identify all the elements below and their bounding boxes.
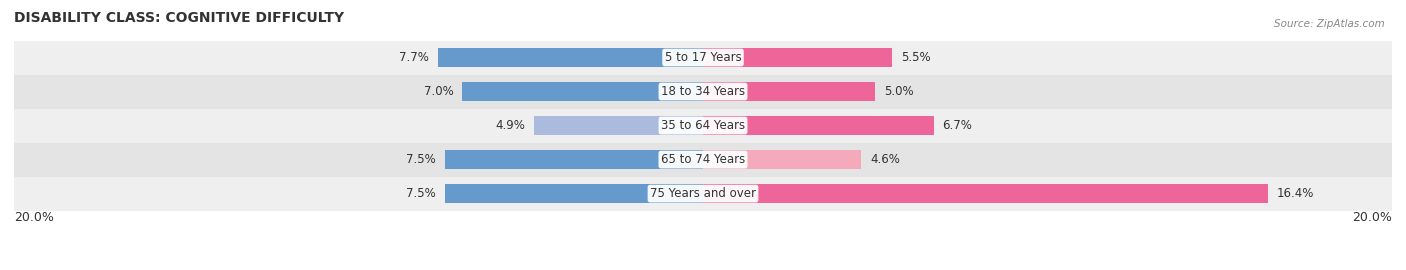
- Bar: [14, 75, 1392, 109]
- Text: 7.7%: 7.7%: [399, 51, 429, 64]
- Bar: [14, 40, 1392, 75]
- Bar: [703, 150, 862, 169]
- Text: 18 to 34 Years: 18 to 34 Years: [661, 85, 745, 98]
- Bar: [461, 82, 703, 101]
- Bar: [444, 150, 703, 169]
- Text: 75 Years and over: 75 Years and over: [650, 187, 756, 200]
- Text: 20.0%: 20.0%: [1353, 211, 1392, 224]
- Text: 20.0%: 20.0%: [14, 211, 53, 224]
- Text: 5 to 17 Years: 5 to 17 Years: [665, 51, 741, 64]
- Text: Source: ZipAtlas.com: Source: ZipAtlas.com: [1274, 19, 1385, 29]
- Text: 65 to 74 Years: 65 to 74 Years: [661, 153, 745, 166]
- Bar: [703, 116, 934, 135]
- Text: 7.0%: 7.0%: [423, 85, 453, 98]
- Text: 35 to 64 Years: 35 to 64 Years: [661, 119, 745, 132]
- Bar: [14, 109, 1392, 143]
- Text: 7.5%: 7.5%: [406, 153, 436, 166]
- Bar: [703, 82, 875, 101]
- Text: 6.7%: 6.7%: [942, 119, 973, 132]
- Bar: [14, 177, 1392, 211]
- Text: DISABILITY CLASS: COGNITIVE DIFFICULTY: DISABILITY CLASS: COGNITIVE DIFFICULTY: [14, 11, 344, 25]
- Text: 5.0%: 5.0%: [884, 85, 914, 98]
- Text: 7.5%: 7.5%: [406, 187, 436, 200]
- Text: 16.4%: 16.4%: [1277, 187, 1315, 200]
- Bar: [534, 116, 703, 135]
- Text: 5.5%: 5.5%: [901, 51, 931, 64]
- Bar: [437, 48, 703, 67]
- Bar: [14, 143, 1392, 177]
- Text: 4.6%: 4.6%: [870, 153, 900, 166]
- Text: 4.9%: 4.9%: [496, 119, 526, 132]
- Bar: [703, 48, 893, 67]
- Bar: [703, 184, 1268, 203]
- Bar: [444, 184, 703, 203]
